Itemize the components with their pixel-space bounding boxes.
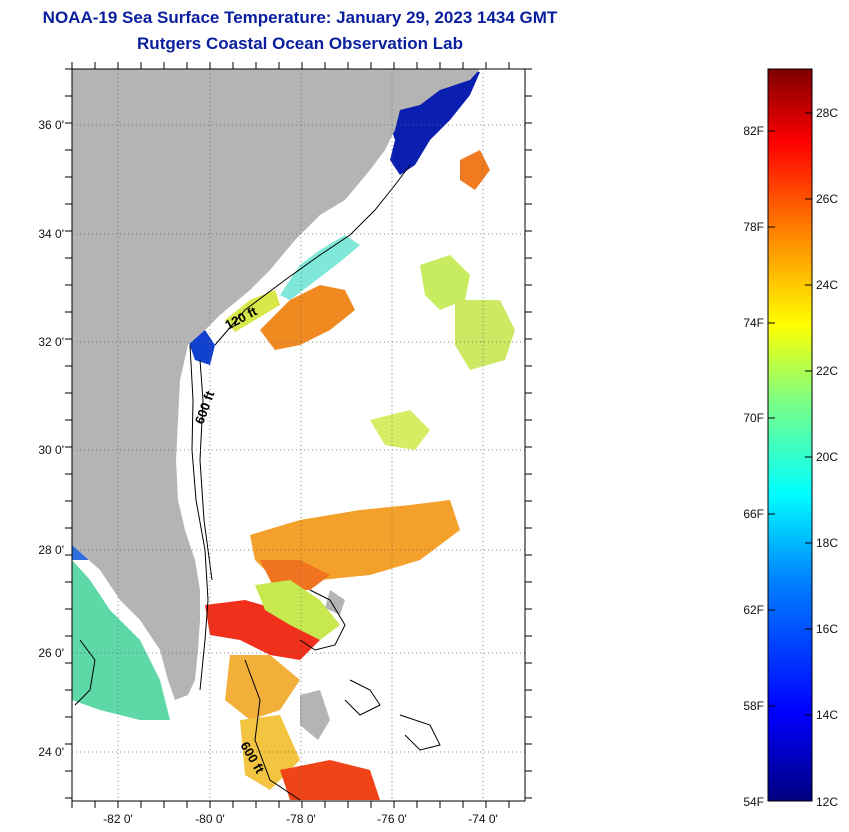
- colorbar-f-label: 70F: [743, 411, 764, 425]
- colorbar-gradient: [767, 68, 813, 802]
- map-title: NOAA-19 Sea Surface Temperature: January…: [42, 8, 558, 27]
- colorbar-c-label: 12C: [816, 795, 838, 809]
- longitude-labels: -82 0' -80 0' -78 0' -76 0' -74 0': [103, 812, 498, 826]
- colorbar-f-label: 66F: [743, 507, 764, 521]
- latitude-labels: 36 0' 34 0' 32 0' 30 0' 28 0' 26 0' 24 0…: [38, 118, 64, 759]
- colorbar-c-label: 22C: [816, 364, 838, 378]
- map-subtitle: Rutgers Coastal Ocean Observation Lab: [137, 34, 463, 53]
- lat-label: 32 0': [38, 335, 64, 349]
- lon-label: -80 0': [195, 812, 225, 826]
- colorbar-f-label: 74F: [743, 316, 764, 330]
- land-layer: [72, 69, 480, 740]
- colorbar-f-label: 54F: [743, 795, 764, 809]
- colorbar-celsius-labels: 28C 26C 24C 22C 20C 18C 16C 14C 12C: [816, 106, 838, 809]
- colorbar-c-label: 24C: [816, 278, 838, 292]
- sst-data-layer: [72, 70, 515, 800]
- colorbar-f-label: 82F: [743, 124, 764, 138]
- colorbar-ticks: [768, 112, 812, 716]
- colorbar-f-label: 78F: [743, 220, 764, 234]
- colorbar-c-label: 28C: [816, 106, 838, 120]
- lon-label: -82 0': [103, 812, 133, 826]
- lon-label: -74 0': [468, 812, 498, 826]
- colorbar: 82F 78F 74F 70F 66F 62F 58F 54F 28C 26C …: [743, 68, 838, 809]
- colorbar-c-label: 18C: [816, 536, 838, 550]
- lon-label: -76 0': [377, 812, 407, 826]
- colorbar-c-label: 14C: [816, 708, 838, 722]
- lat-label: 26 0': [38, 646, 64, 660]
- colorbar-c-label: 20C: [816, 450, 838, 464]
- colorbar-f-label: 58F: [743, 699, 764, 713]
- lat-label: 28 0': [38, 543, 64, 557]
- lat-label: 36 0': [38, 118, 64, 132]
- lon-label: -78 0': [286, 812, 316, 826]
- lat-label: 24 0': [38, 745, 64, 759]
- colorbar-fahrenheit-labels: 82F 78F 74F 70F 66F 62F 58F 54F: [743, 124, 764, 809]
- colorbar-f-label: 62F: [743, 603, 764, 617]
- frame-ticks: [65, 62, 532, 808]
- colorbar-c-label: 16C: [816, 622, 838, 636]
- colorbar-c-label: 26C: [816, 192, 838, 206]
- lat-label: 30 0': [38, 443, 64, 457]
- map-frame: [71, 68, 526, 802]
- lat-label: 34 0': [38, 227, 64, 241]
